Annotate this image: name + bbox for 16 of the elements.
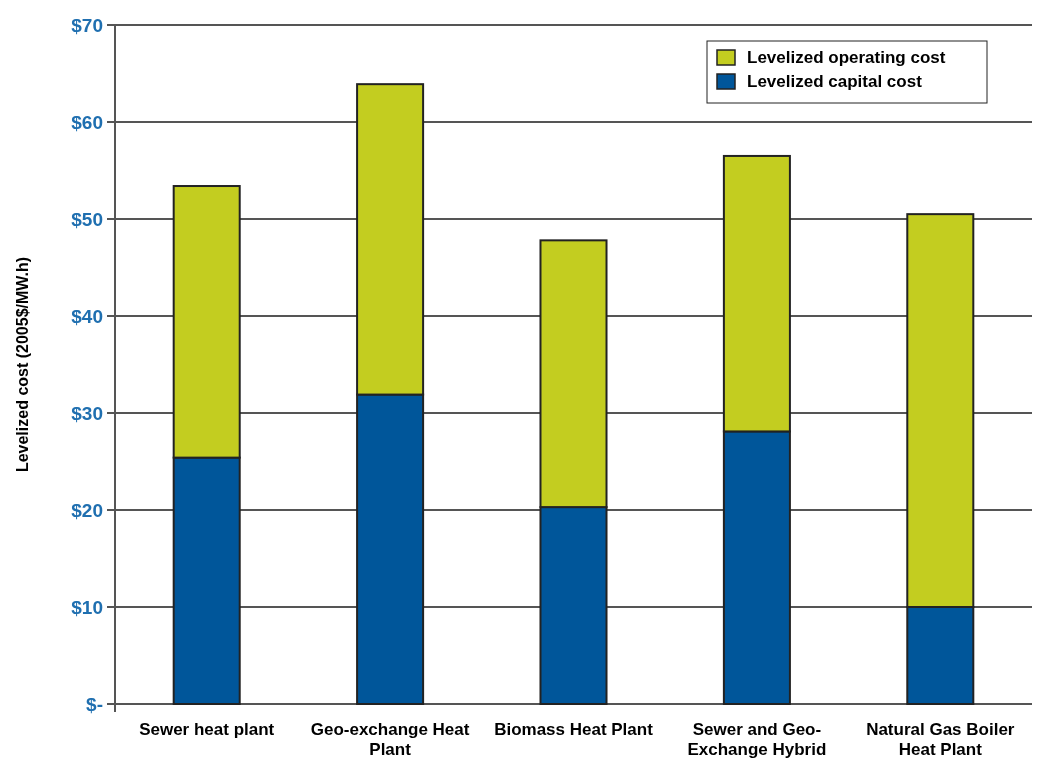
y-tick-label: $30 xyxy=(71,402,103,424)
legend-label: Levelized capital cost xyxy=(747,72,923,91)
x-tick-label: Sewer and Geo-Exchange Hybrid xyxy=(687,720,827,759)
y-tick-label: $40 xyxy=(71,305,103,327)
y-tick-label: $10 xyxy=(71,596,103,618)
y-tick-label: $20 xyxy=(71,499,103,521)
x-tick-label: Geo-exchange Heat Plant xyxy=(310,720,470,759)
legend-label: Levelized operating cost xyxy=(747,48,946,67)
y-tick-label: $- xyxy=(86,693,103,715)
y-tick-label: $60 xyxy=(71,111,103,133)
x-tick-label: Natural Gas Boiler Heat Plant xyxy=(866,720,1015,759)
x-tick-label: Biomass Heat Plant xyxy=(494,720,654,739)
x-tick-label: Sewer heat plant xyxy=(139,720,275,739)
y-axis-title: Levelized cost (2005$/MW.h) xyxy=(14,256,31,473)
y-tick-label: $50 xyxy=(71,208,103,230)
y-tick-label: $70 xyxy=(71,14,103,36)
